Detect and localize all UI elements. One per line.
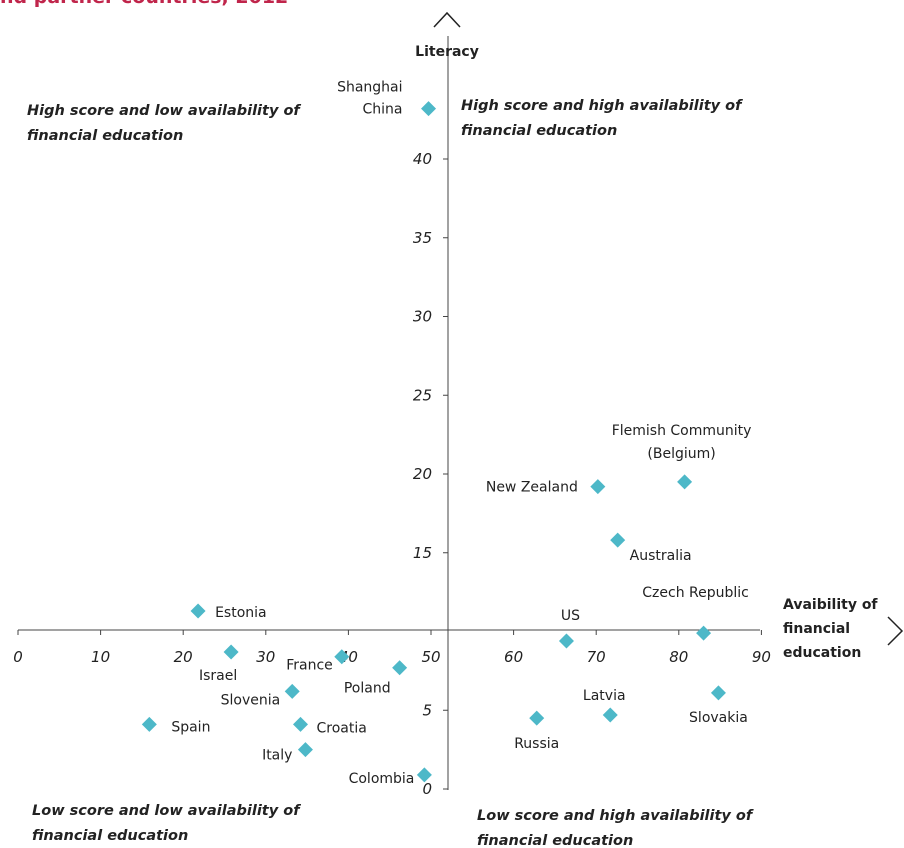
data-label: Poland (344, 681, 391, 697)
data-label: France (286, 658, 333, 674)
y-tick-label: 15 (413, 544, 432, 562)
data-label: US (561, 608, 580, 624)
x-axis-title: Avaibility of (783, 597, 878, 613)
data-point (558, 633, 574, 649)
data-point (416, 767, 432, 783)
x-tick-label: 60 (504, 648, 523, 666)
data-label: Russia (514, 736, 559, 752)
quadrant-label-bottom-left: financial education (32, 828, 188, 844)
y-tick-label: 25 (413, 386, 432, 404)
x-axis-title: education (783, 645, 861, 661)
data-label: Slovakia (689, 710, 748, 726)
data-label: Flemish Community (612, 423, 752, 439)
quadrant-label-bottom-right: financial education (477, 833, 633, 848)
x-tick-label: 30 (256, 648, 275, 666)
data-point (141, 716, 157, 732)
data-label: Estonia (215, 605, 267, 621)
y-tick-label: 0 (422, 780, 432, 798)
data-point (529, 710, 545, 726)
x-tick-label: 50 (421, 648, 440, 666)
data-point (297, 742, 313, 758)
data-point (284, 683, 300, 699)
data-point (190, 603, 206, 619)
chart-title: nd partner countries, 2012 (0, 0, 904, 8)
data-point (421, 101, 437, 117)
y-tick-label: 35 (413, 229, 432, 247)
data-label: Colombia (349, 771, 415, 787)
data-label: (Belgium) (647, 446, 715, 462)
quadrant-label-top-right: High score and high availability of (461, 98, 743, 114)
data-label: Italy (262, 748, 292, 764)
y-tick-label: 5 (422, 701, 432, 719)
data-label: Slovenia (221, 692, 281, 708)
x-tick-label: 0 (13, 648, 23, 666)
y-axis-title: Literacy (415, 44, 479, 60)
data-label: New Zealand (486, 480, 578, 496)
x-axis-arrow-icon (887, 616, 904, 646)
quadrant-label-bottom-right: Low score and high availability of (477, 808, 754, 824)
y-tick-label: 30 (413, 308, 432, 326)
y-axis-arrow-icon (433, 11, 461, 28)
data-point (223, 644, 239, 660)
data-point (696, 625, 712, 641)
data-point (710, 685, 726, 701)
quadrant-label-top-left: financial education (27, 128, 183, 144)
y-tick-label: 20 (413, 465, 432, 483)
data-label: Latvia (583, 688, 626, 704)
data-point (392, 660, 408, 676)
data-label: Israel (199, 668, 237, 684)
data-label: Czech Republic (642, 585, 749, 601)
data-point (677, 474, 693, 490)
data-point (292, 716, 308, 732)
data-point (590, 479, 606, 495)
data-label: Shanghai (337, 80, 402, 96)
data-point (602, 707, 618, 723)
data-label: Croatia (316, 720, 366, 736)
quadrant-label-bottom-left: Low score and low availability of (32, 803, 301, 819)
data-point (334, 649, 350, 665)
x-tick-label: 20 (174, 648, 193, 666)
x-tick-label: 80 (669, 648, 688, 666)
data-label: China (363, 102, 403, 118)
y-tick-label: 40 (413, 150, 432, 168)
data-label: Australia (630, 548, 692, 564)
x-tick-label: 10 (91, 648, 110, 666)
quadrant-label-top-left: High score and low availability of (27, 103, 301, 119)
x-tick-label: 70 (587, 648, 606, 666)
x-axis-title: financial (783, 621, 850, 637)
quadrant-label-top-right: financial education (461, 123, 617, 139)
data-label: Spain (171, 719, 210, 735)
x-tick-label: 90 (752, 648, 771, 666)
data-point (610, 532, 626, 548)
